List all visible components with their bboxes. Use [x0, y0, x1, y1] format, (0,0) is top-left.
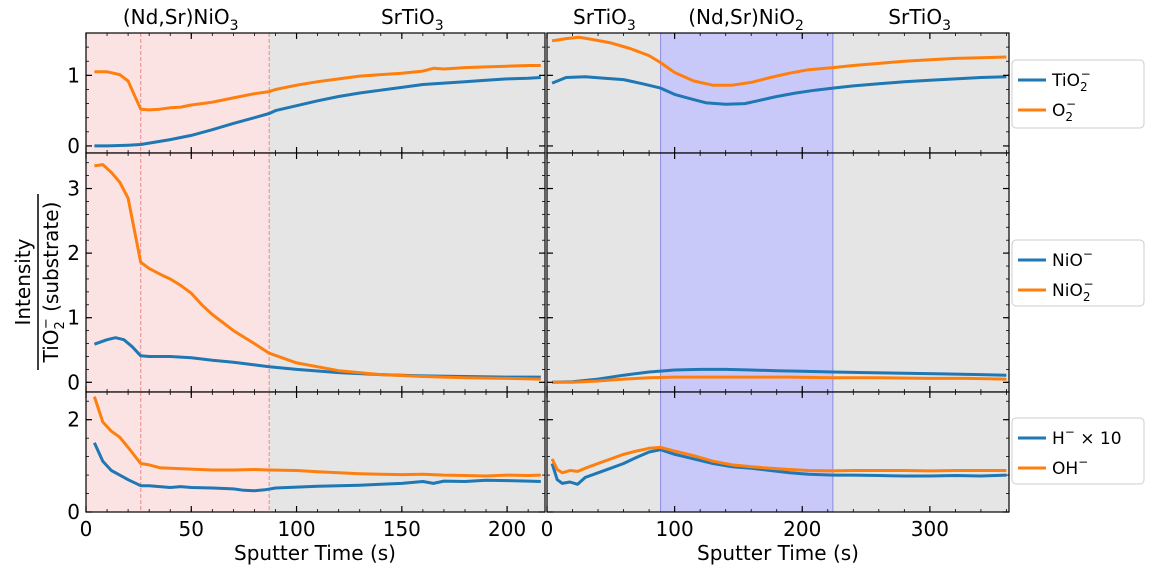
shaded-region-0 [86, 392, 270, 512]
shaded-region-1 [660, 153, 833, 392]
y-denominator-rest: (substrate) [39, 202, 63, 319]
shaded-region-2 [832, 33, 1009, 153]
x-axis-title-left: Sputter Time (s) [234, 541, 396, 565]
y-denominator-main: TiO [39, 329, 63, 363]
panel-frame [546, 391, 1010, 513]
x-tick-label: 150 [383, 517, 421, 541]
panel-2: 0 1 2 3 [67, 152, 546, 394]
shaded-region-0 [547, 392, 661, 512]
region-label: SrTiO3 [381, 5, 444, 34]
shaded-region-0 [547, 153, 661, 392]
y-axis-title-numerator: Intensity [11, 238, 35, 325]
series-line-O2- [94, 64, 541, 112]
y-tick-label: 0 [67, 370, 80, 394]
series-line-TiO2- [551, 75, 1007, 106]
x-tick-label: 50 [179, 517, 204, 541]
region-labels: (Nd,Sr)NiO3 SrTiO3 SrTiO3 (Nd,Sr)NiO2 SrTiO3 [123, 5, 951, 34]
shaded-region-1 [269, 33, 545, 153]
x-tick-label: 0 [80, 517, 93, 541]
shaded-region-0 [547, 33, 661, 153]
shaded-region-1 [660, 392, 833, 512]
region-label: (Nd,Sr)NiO3 [123, 5, 239, 34]
panel-4: 0 2 0 50 100 150 200 [67, 391, 546, 541]
y-axis-title: Intensity TiO2− (substrate) [11, 194, 68, 370]
y-tick-label: 0 [67, 134, 80, 158]
series-line-NiO2- [94, 163, 541, 381]
x-tick-label: 100 [656, 517, 694, 541]
legend-label: TiO2− [1051, 67, 1091, 94]
y-denominator-sub: 2 [53, 321, 68, 329]
series-line-NiO- [552, 367, 1007, 384]
legend-label: O2− [1052, 97, 1076, 124]
legend-2: H− × 10 OH− [1011, 417, 1145, 485]
shaded-region-0 [86, 33, 270, 153]
legend-1: NiO− NiO2− [1011, 239, 1145, 307]
panel-frame [85, 391, 546, 513]
shaded-region-1 [269, 153, 545, 392]
shaded-region-1 [269, 392, 545, 512]
legend-label: H− × 10 [1052, 425, 1122, 449]
shaded-region-2 [832, 392, 1009, 512]
series-line-H-x10 [93, 442, 541, 493]
series-line-OH- [550, 445, 1007, 475]
legends: TiO2− O2− NiO− NiO2− H− × 10 OH− [1011, 59, 1145, 485]
x-tick-label: 300 [911, 517, 949, 541]
panel-1 [546, 32, 1010, 154]
legend-0: TiO2− O2− [1011, 59, 1145, 129]
y-tick-label: 2 [67, 408, 80, 432]
y-tick-label: 0 [67, 500, 80, 524]
y-tick-label: 3 [67, 177, 80, 201]
series-line-NiO2- [552, 375, 1007, 384]
x-tick-label: 100 [277, 517, 315, 541]
region-label: SrTiO3 [573, 5, 636, 34]
x-tick-label: 200 [783, 517, 821, 541]
x-tick-label: 200 [488, 517, 526, 541]
shaded-region-1 [660, 33, 833, 153]
legend-label: NiO− [1052, 247, 1093, 271]
series-line-O2- [551, 35, 1007, 87]
y-tick-label: 2 [67, 241, 80, 265]
legend-label: NiO2− [1052, 277, 1094, 304]
series-line-TiO2- [94, 76, 541, 148]
x-axis-title-right: Sputter Time (s) [697, 541, 859, 565]
panel-3 [546, 152, 1010, 393]
y-axis-title-denominator: TiO2− (substrate) [39, 202, 68, 364]
series-line-H-x10 [550, 448, 1007, 486]
shaded-region-0 [86, 153, 270, 392]
panel-0: 01 [67, 32, 546, 158]
x-tick-label: 0 [541, 517, 554, 541]
y-tick-label: 1 [67, 63, 80, 87]
series-line-OH- [92, 396, 541, 478]
y-tick-label: 1 [67, 306, 80, 330]
panel-5: 0 100 200 300 [541, 391, 1010, 541]
region-label: SrTiO3 [888, 5, 951, 34]
region-label: (Nd,Sr)NiO2 [688, 5, 804, 34]
y-denominator-sup: − [39, 318, 54, 329]
legend-label: OH− [1052, 455, 1088, 479]
shaded-region-2 [832, 153, 1009, 392]
